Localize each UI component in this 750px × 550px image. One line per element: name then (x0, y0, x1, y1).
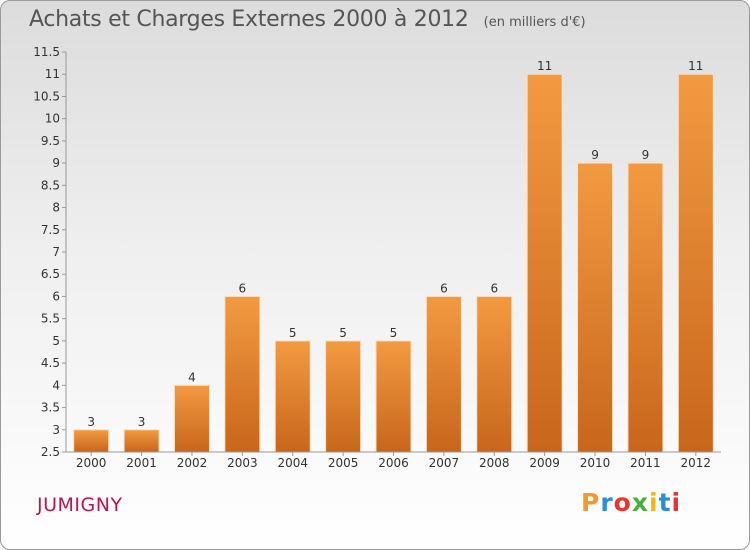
y-axis: 2.5 3 3.5 4 4.5 5 5.5 6 6.5 7 7.5 8 8.5 9 9.5 10 10.5 11 1… (33, 45, 67, 459)
y-tick-label: 5 (52, 334, 60, 348)
y-tick-label: 4 (52, 378, 60, 392)
data-label-2001: 3 (138, 415, 146, 429)
y-tick-label: 10 (45, 112, 60, 126)
x-tick-label-2004: 2004 (277, 456, 308, 470)
bar-2012 (677, 73, 714, 453)
y-tick-label: 11 (45, 67, 60, 81)
y-tick-label: 7 (52, 245, 60, 259)
commune-name: JUMIGNY (37, 494, 123, 516)
logo-letter: i (649, 488, 659, 517)
bar-2010 (577, 162, 614, 453)
data-label-2012: 11 (688, 59, 703, 73)
logo-letter: x (631, 488, 649, 517)
data-label-2011: 9 (642, 148, 650, 162)
y-tick-label: 6 (52, 289, 60, 303)
y-tick-label: 9 (52, 156, 60, 170)
logo-letter: P (581, 488, 601, 517)
data-label-2007: 6 (440, 281, 448, 295)
logo-letter: i (671, 488, 682, 517)
data-label-2002: 4 (188, 370, 196, 384)
x-tick-label-2008: 2008 (479, 456, 510, 470)
y-tick-label: 4.5 (41, 356, 60, 370)
y-tick-label: 8.5 (41, 178, 60, 192)
bar-2007 (425, 295, 462, 453)
logo-letter: r (600, 488, 614, 517)
x-tick-label-2005: 2005 (328, 456, 359, 470)
bar-2000 (73, 429, 110, 453)
y-tick-label: 9.5 (41, 134, 60, 148)
y-tick-label: 7.5 (41, 223, 60, 237)
x-tick-label-2007: 2007 (429, 456, 460, 470)
x-tick-label-2003: 2003 (227, 456, 258, 470)
x-tick-label-2000: 2000 (76, 456, 107, 470)
bar-2009 (526, 73, 563, 453)
y-tick-label: 5.5 (41, 312, 60, 326)
data-label-2008: 6 (490, 281, 498, 295)
data-label-2006: 5 (390, 326, 398, 340)
bar-2003 (224, 295, 261, 453)
y-tick-label: 3 (52, 423, 60, 437)
y-tick-label: 11.5 (33, 45, 60, 59)
bar-2004 (274, 340, 311, 453)
data-label-2000: 3 (87, 415, 95, 429)
logo-letter: t (658, 488, 672, 517)
x-tick-label-2011: 2011 (630, 456, 661, 470)
bar-2005 (325, 340, 362, 453)
x-tick-label-2006: 2006 (378, 456, 409, 470)
bar-2008 (476, 295, 513, 453)
data-label-2010: 9 (591, 148, 599, 162)
data-label-2003: 6 (239, 281, 247, 295)
logo-letter: o (613, 488, 632, 517)
y-tick-label: 8 (52, 201, 60, 215)
bar-2006 (375, 340, 412, 453)
chart-subtitle: (en milliers d'€) (483, 15, 586, 30)
y-tick-label: 6.5 (41, 267, 60, 281)
bar-2002 (173, 384, 210, 453)
y-tick-label: 10.5 (33, 89, 60, 103)
y-tick-label: 3.5 (41, 401, 60, 415)
chart-title: Achats et Charges Externes 2000 à 2012 (29, 7, 469, 32)
y-tick-label: 2.5 (41, 445, 60, 459)
bar-2001 (123, 429, 160, 453)
bars: 3 3 4 6 5 5 5 6 6 11 9 9 11 (73, 59, 714, 453)
x-tick-label-2002: 2002 (177, 456, 208, 470)
data-label-2005: 5 (339, 326, 347, 340)
bar-2011 (627, 162, 664, 453)
x-tick-label-2009: 2009 (529, 456, 560, 470)
x-tick-label-2010: 2010 (580, 456, 611, 470)
x-tick-label-2012: 2012 (681, 456, 712, 470)
data-label-2009: 11 (537, 59, 552, 73)
x-axis: 2000 2001 2002 2003 2004 2005 2006 2007 2008 2009… (66, 451, 721, 470)
data-label-2004: 5 (289, 326, 297, 340)
x-tick-label-2001: 2001 (126, 456, 157, 470)
chart-title-block: Achats et Charges Externes 2000 à 2012 (… (29, 7, 586, 32)
proxiti-logo: Proxiti (581, 488, 681, 517)
